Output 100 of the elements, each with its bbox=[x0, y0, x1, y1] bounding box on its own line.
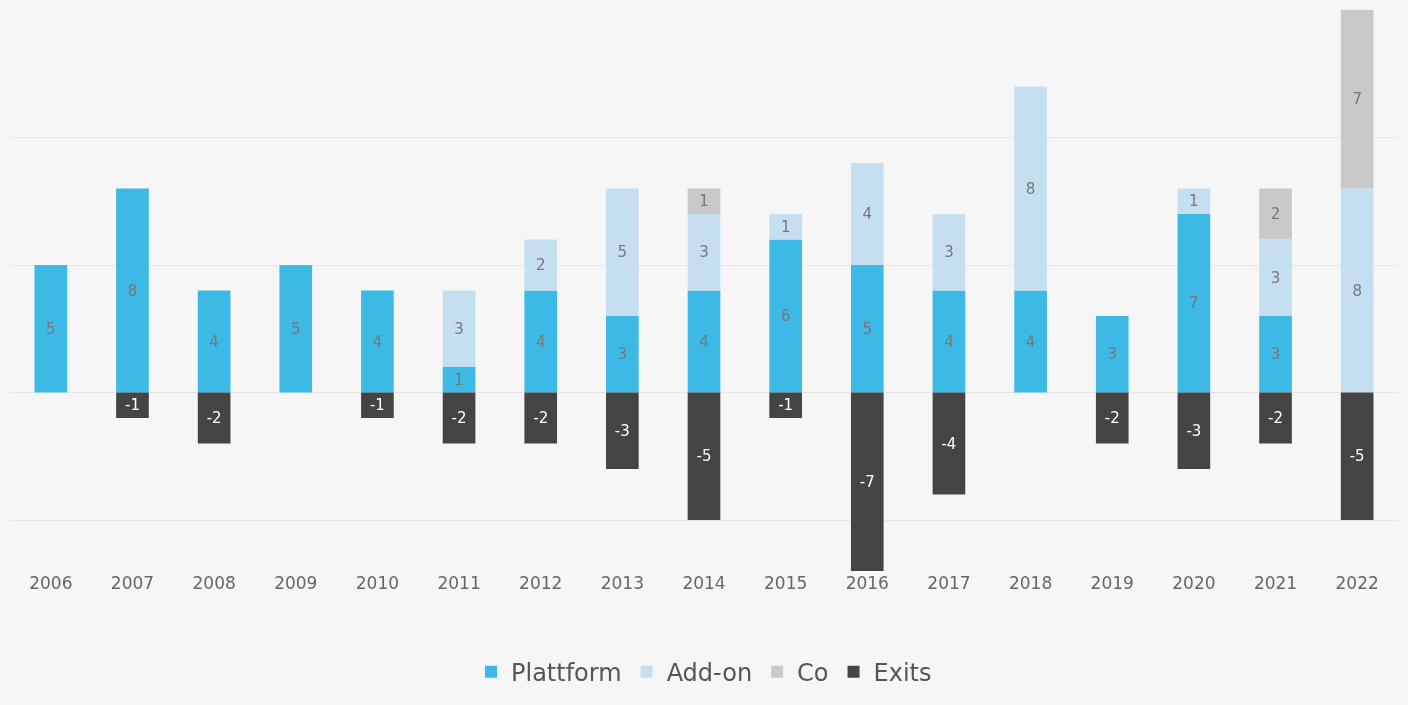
bar bbox=[1095, 392, 1129, 444]
data-label: 4 bbox=[862, 205, 873, 223]
data-label: -2 bbox=[533, 409, 549, 427]
bar bbox=[1259, 188, 1292, 240]
bar bbox=[606, 392, 639, 469]
data-label: 2 bbox=[1270, 205, 1281, 223]
bar bbox=[932, 392, 966, 495]
bar bbox=[361, 290, 394, 393]
data-label: -1 bbox=[124, 396, 140, 415]
bar bbox=[1095, 316, 1129, 393]
x-tick-label: 2018 bbox=[1008, 573, 1053, 593]
x-tick-label: 2014 bbox=[682, 573, 726, 593]
data-label: 4 bbox=[699, 332, 709, 351]
data-label: 6 bbox=[780, 307, 791, 325]
bar bbox=[850, 265, 884, 393]
data-label: -2 bbox=[1104, 409, 1120, 427]
data-label: -3 bbox=[1186, 421, 1202, 440]
x-tick-label: 2007 bbox=[110, 573, 155, 593]
x-tick-label: 2011 bbox=[437, 573, 481, 593]
data-label: 3 bbox=[454, 319, 464, 338]
bar bbox=[524, 392, 558, 444]
bar bbox=[769, 214, 802, 240]
bar bbox=[1014, 290, 1047, 393]
data-label: 5 bbox=[862, 319, 873, 338]
x-tick-label: 2019 bbox=[1090, 573, 1134, 593]
bar bbox=[1014, 86, 1047, 291]
x-tick-label: 2006 bbox=[29, 573, 73, 593]
bar bbox=[442, 290, 476, 367]
data-label: -5 bbox=[696, 447, 712, 466]
bar bbox=[687, 188, 721, 214]
data-label: 4 bbox=[944, 332, 954, 351]
data-label: 8 bbox=[1025, 179, 1036, 198]
data-label: -7 bbox=[859, 472, 875, 491]
data-label: 4 bbox=[372, 332, 383, 351]
legend-label: Add-on bbox=[666, 659, 753, 687]
bar bbox=[524, 239, 558, 291]
x-tick-label: 2010 bbox=[355, 573, 400, 593]
bar bbox=[1340, 188, 1374, 393]
x-tick-label: 2015 bbox=[764, 573, 808, 593]
bar bbox=[850, 392, 884, 571]
x-tick-label: 2016 bbox=[845, 573, 889, 593]
x-tick-label: 2013 bbox=[600, 573, 644, 593]
bar bbox=[361, 392, 394, 418]
bar bbox=[687, 290, 721, 393]
data-label: 8 bbox=[127, 281, 138, 300]
x-tick-label: 2012 bbox=[519, 573, 563, 593]
data-label: 1 bbox=[699, 192, 709, 211]
bar bbox=[1340, 392, 1374, 520]
bar bbox=[442, 367, 476, 393]
bar bbox=[1340, 10, 1374, 189]
bar bbox=[116, 188, 149, 393]
data-label: 3 bbox=[1270, 268, 1281, 287]
data-label: 7 bbox=[1189, 294, 1199, 313]
x-tick-label: 2017 bbox=[927, 573, 971, 593]
data-label: 4 bbox=[535, 332, 546, 351]
data-label: -5 bbox=[1349, 447, 1365, 466]
data-label: 3 bbox=[944, 243, 954, 262]
legend-label: Exits bbox=[873, 659, 932, 687]
x-tick-label: 2009 bbox=[274, 573, 318, 593]
data-label: -4 bbox=[941, 434, 957, 453]
data-label: 5 bbox=[46, 319, 56, 338]
bar bbox=[1259, 392, 1292, 444]
bar bbox=[850, 163, 884, 265]
bar bbox=[606, 188, 639, 316]
data-label: 3 bbox=[699, 243, 709, 262]
data-label: 5 bbox=[290, 319, 301, 338]
data-label: 4 bbox=[1025, 332, 1036, 351]
bar bbox=[1177, 188, 1211, 214]
bar bbox=[524, 290, 558, 393]
data-label: -2 bbox=[206, 409, 222, 427]
bar bbox=[116, 392, 149, 418]
data-label: -1 bbox=[369, 396, 385, 415]
bar bbox=[1177, 214, 1211, 393]
data-label: 1 bbox=[454, 370, 464, 389]
data-label: 1 bbox=[1189, 192, 1199, 211]
data-label: 1 bbox=[780, 217, 791, 236]
data-label: 3 bbox=[617, 345, 628, 364]
bar bbox=[1259, 239, 1292, 316]
data-label: 3 bbox=[1270, 345, 1281, 364]
bar bbox=[1177, 392, 1211, 469]
data-label: 2 bbox=[535, 256, 546, 274]
legend-label: Plattform bbox=[511, 659, 622, 687]
bar bbox=[442, 392, 476, 444]
bar bbox=[197, 392, 231, 444]
data-label: 7 bbox=[1352, 90, 1362, 109]
bar bbox=[1259, 316, 1292, 393]
bar bbox=[932, 214, 966, 291]
data-label: 8 bbox=[1352, 281, 1362, 300]
data-label: -2 bbox=[1268, 409, 1284, 427]
data-label: -1 bbox=[778, 396, 794, 415]
legend-label: Co bbox=[797, 659, 829, 687]
data-label: -3 bbox=[614, 421, 630, 440]
data-label: 3 bbox=[1107, 345, 1118, 364]
bar bbox=[932, 290, 966, 393]
bar bbox=[34, 265, 68, 393]
data-label: -2 bbox=[451, 409, 467, 427]
x-tick-label: 2020 bbox=[1172, 573, 1216, 593]
x-tick-label: 2022 bbox=[1335, 573, 1379, 593]
data-label: 4 bbox=[209, 332, 219, 351]
bar bbox=[769, 392, 802, 418]
